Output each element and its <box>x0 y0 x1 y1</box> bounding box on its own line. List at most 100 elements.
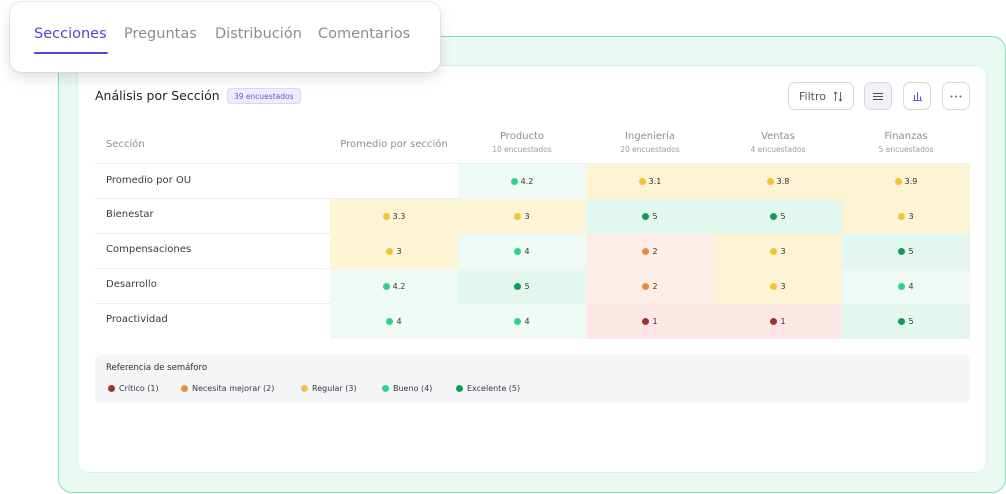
score-cell: 4 <box>842 269 970 304</box>
score-cell: 1 <box>714 304 842 339</box>
score-cell: 3.8 <box>714 164 842 199</box>
score-value: 3 <box>396 247 402 256</box>
chart-view-button[interactable] <box>903 82 931 110</box>
status-dot <box>514 283 522 290</box>
status-dot <box>510 178 518 185</box>
score-cell: 5 <box>714 199 842 234</box>
legend-title: Referencia de semáforo <box>106 363 208 373</box>
status-dot <box>642 318 650 325</box>
score-cell: 5 <box>842 304 970 339</box>
legend-label: Necesita mejorar (2) <box>192 384 275 393</box>
active-tab-indicator <box>34 52 108 54</box>
score-cell: 5 <box>842 234 970 269</box>
tab-distribucion[interactable]: Distribución <box>215 26 302 42</box>
more-icon <box>950 95 962 97</box>
list-icon <box>873 92 883 100</box>
column-respondents: 20 encuestados <box>620 145 680 154</box>
score-value: 4 <box>524 317 530 326</box>
column-name: Finanzas <box>884 131 928 142</box>
status-dot <box>766 178 774 185</box>
average-cell: 4 <box>330 304 458 339</box>
status-dot <box>898 248 906 255</box>
score-value: 3 <box>780 282 786 291</box>
legend-label: Crítico (1) <box>119 384 159 393</box>
score-cell: 3 <box>714 234 842 269</box>
score-value: 1 <box>780 317 786 326</box>
tab-bar: Secciones Preguntas Distribución Comenta… <box>10 2 440 72</box>
score-cell: 4 <box>458 234 586 269</box>
status-dot <box>386 318 394 325</box>
legend-item-critico: Crítico (1) <box>108 384 159 393</box>
list-view-button[interactable] <box>864 82 892 110</box>
score-cell: 3.9 <box>842 164 970 199</box>
average-cell: 3.3 <box>330 199 458 234</box>
score-cell: 4 <box>458 304 586 339</box>
column-name: Ingeniería <box>624 131 676 142</box>
status-dot <box>514 248 522 255</box>
status-dot <box>642 248 650 255</box>
score-cell: 3 <box>714 269 842 304</box>
score-value: 5 <box>524 282 530 291</box>
status-dot <box>514 213 522 220</box>
status-dot <box>638 178 646 185</box>
legend-label: Bueno (4) <box>393 384 433 393</box>
status-dot <box>898 283 906 290</box>
more-options-button[interactable] <box>942 82 970 110</box>
status-dot <box>382 213 390 220</box>
legend-item-excelente: Excelente (5) <box>456 384 520 393</box>
status-dot <box>456 385 463 392</box>
average-cell: 4.2 <box>330 269 458 304</box>
score-cell: 3.1 <box>586 164 714 199</box>
status-dot <box>514 318 522 325</box>
filter-button[interactable]: Filtro <box>788 82 854 110</box>
average-cell: 3 <box>330 234 458 269</box>
average-column-header: Promedio por sección <box>340 139 448 150</box>
column-respondents: 4 encuestados <box>750 145 806 154</box>
legend-item-regular: Regular (3) <box>301 384 357 393</box>
score-value: 3 <box>524 212 530 221</box>
score-value: 2 <box>652 282 658 291</box>
tab-comentarios[interactable]: Comentarios <box>318 26 411 42</box>
score-value: 4.2 <box>392 282 406 291</box>
row-label-compensaciones: Compensaciones <box>106 244 192 255</box>
score-cell: 5 <box>458 269 586 304</box>
bar-chart-icon <box>912 92 922 101</box>
status-dot <box>770 283 778 290</box>
score-cell: 1 <box>586 304 714 339</box>
column-respondents: 5 encuestados <box>878 145 934 154</box>
score-value: 3.8 <box>776 177 790 186</box>
score-value: 5 <box>908 247 914 256</box>
status-dot <box>898 318 906 325</box>
panel-title: Análisis por Sección <box>95 88 220 103</box>
column-name: Ventas <box>761 131 795 142</box>
score-value: 4 <box>524 247 530 256</box>
status-dot <box>301 385 308 392</box>
status-dot <box>770 318 778 325</box>
score-cell: 3 <box>458 199 586 234</box>
status-dot <box>386 248 394 255</box>
section-column-header: Sección <box>106 139 145 150</box>
status-dot <box>770 213 778 220</box>
score-value: 5 <box>908 317 914 326</box>
tab-secciones[interactable]: Secciones <box>34 26 107 42</box>
column-name: Producto <box>499 131 545 142</box>
legend-item-bueno: Bueno (4) <box>382 384 432 393</box>
score-cell: 3 <box>842 199 970 234</box>
traffic-light-legend: Referencia de semáforo Crítico (1) Neces… <box>95 355 970 403</box>
filter-label: Filtro <box>799 89 826 103</box>
row-label-bienestar: Bienestar <box>106 209 154 220</box>
tab-preguntas[interactable]: Preguntas <box>124 26 197 42</box>
score-cell: 2 <box>586 234 714 269</box>
sort-icon <box>833 90 843 102</box>
score-value: 4.2 <box>520 177 534 186</box>
legend-label: Regular (3) <box>312 384 357 393</box>
column-header-finanzas: Finanzas 5 encuestados <box>842 131 970 154</box>
legend-label: Excelente (5) <box>467 384 521 393</box>
score-cell: 5 <box>586 199 714 234</box>
score-value: 3.9 <box>904 177 918 186</box>
score-value: 4 <box>908 282 914 291</box>
score-value: 5 <box>652 212 658 221</box>
status-dot <box>382 385 389 392</box>
score-value: 2 <box>652 247 658 256</box>
score-value: 3.3 <box>392 212 406 221</box>
